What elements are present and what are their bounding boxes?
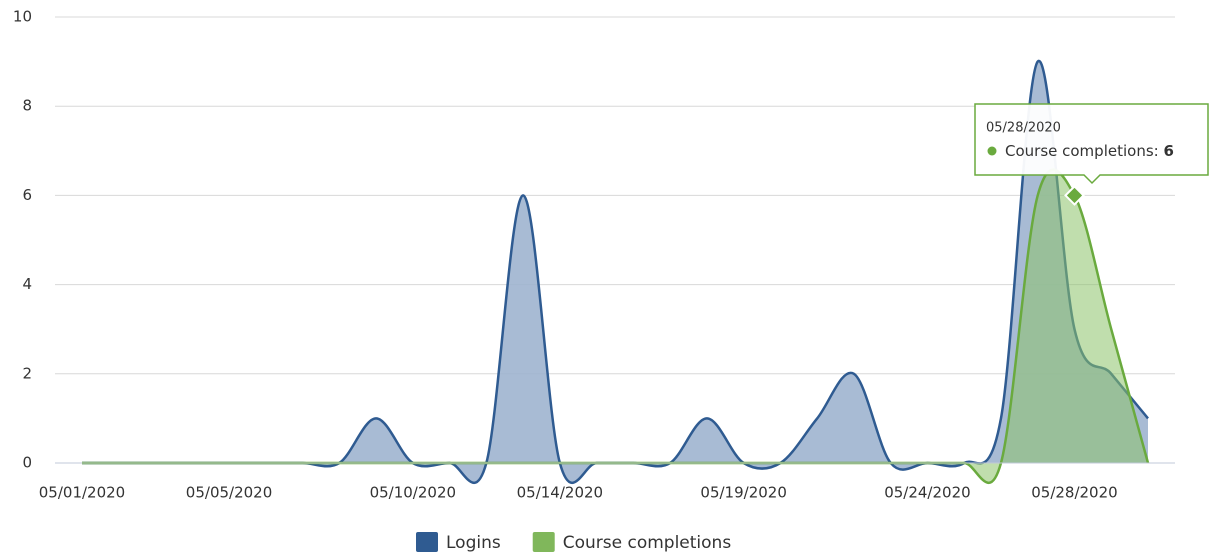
x-tick-label: 05/19/2020 — [700, 484, 786, 502]
x-tick-label: 05/10/2020 — [370, 484, 456, 502]
hover-marker — [1064, 184, 1085, 206]
tooltip-title: 05/28/2020 — [986, 121, 1061, 136]
legend-label: Logins — [446, 533, 501, 553]
tooltip-dot — [987, 146, 997, 156]
y-tick-label: 6 — [22, 186, 32, 204]
area-fill — [82, 169, 1148, 483]
y-tick-label: 8 — [22, 97, 32, 115]
x-tick-label: 05/28/2020 — [1031, 484, 1117, 502]
legend-label: Course completions — [563, 533, 732, 553]
area-line — [82, 168, 1150, 484]
x-tick-label: 05/14/2020 — [517, 484, 603, 502]
tooltip-text: Course completions: 6 — [1005, 142, 1174, 160]
y-tick-label: 4 — [22, 275, 32, 293]
x-tick-label: 05/24/2020 — [884, 484, 970, 502]
legend-swatch — [532, 532, 555, 552]
tooltip-label: Course completions: — [1005, 142, 1159, 160]
legend-swatch — [416, 532, 438, 552]
x-tick-label: 05/01/2020 — [39, 484, 125, 502]
tooltip-value: 6 — [1163, 142, 1173, 160]
y-tick-label: 2 — [22, 364, 32, 382]
y-tick-label: 0 — [22, 454, 32, 472]
tooltip-box — [974, 103, 1209, 185]
y-tick-label: 10 — [13, 8, 32, 26]
x-tick-label: 05/05/2020 — [186, 484, 272, 502]
